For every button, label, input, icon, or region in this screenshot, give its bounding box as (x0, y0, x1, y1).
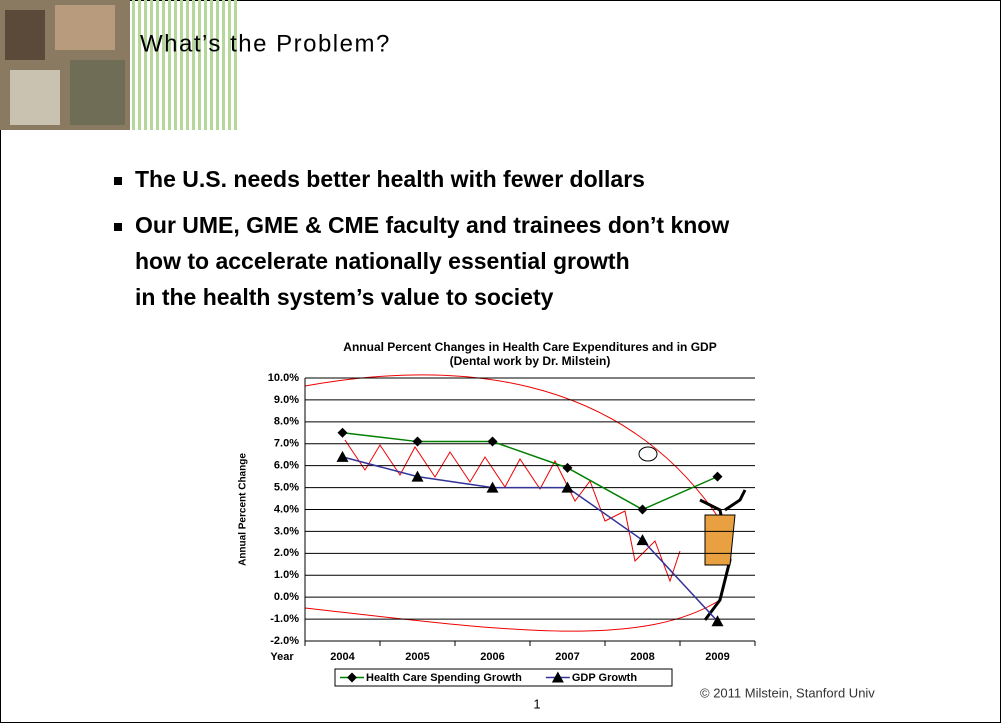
copyright: © 2011 Milstein, Stanford Univ (700, 685, 875, 700)
stripe (156, 0, 159, 130)
stripe (132, 0, 135, 130)
bullet-text: in the health system’s value to society (135, 284, 554, 310)
y-tick-label: 3.0% (274, 525, 299, 537)
bullet-marker (114, 223, 122, 231)
legend-label: Health Care Spending Growth (366, 672, 522, 684)
green-stripes (132, 0, 237, 130)
photo-collage (0, 0, 130, 130)
y-tick-label: 5.0% (274, 481, 299, 493)
x-tick-label: 2007 (555, 651, 579, 663)
chart-title: Annual Percent Changes in Health Care Ex… (343, 340, 716, 354)
y-tick-label: 2.0% (274, 547, 299, 559)
y-tick-label: 1.0% (274, 569, 299, 581)
series-line (342, 432, 718, 511)
marker (562, 462, 573, 473)
x-tick-label: 2005 (405, 651, 429, 663)
stripe (162, 0, 165, 130)
marker (336, 450, 349, 462)
stripe (144, 0, 147, 130)
stripe (222, 0, 225, 130)
stripe (150, 0, 153, 130)
y-tick-label: 9.0% (274, 394, 299, 406)
marker (561, 481, 574, 493)
bullet-text: Our UME, GME & CME faculty and trainees … (135, 212, 729, 238)
chart-subtitle: (Dental work by Dr. Milstein) (450, 354, 611, 368)
stripe (210, 0, 213, 130)
stripe (228, 0, 231, 130)
marker (411, 470, 424, 482)
stripe (138, 0, 141, 130)
x-tick-label: 2008 (630, 651, 654, 663)
marker (637, 504, 648, 515)
marker (412, 436, 423, 447)
y-tick-label: 8.0% (274, 416, 299, 428)
legend-label: GDP Growth (572, 672, 637, 684)
stripe (204, 0, 207, 130)
y-tick-label: -2.0% (270, 635, 299, 647)
bullet-text: how to accelerate nationally essential g… (135, 248, 630, 274)
stripe (174, 0, 177, 130)
y-tick-label: 7.0% (274, 438, 299, 450)
y-tick-label: 4.0% (274, 503, 299, 515)
y-tick-label: 0.0% (274, 591, 299, 603)
stripe (198, 0, 201, 130)
bullet-marker (114, 177, 122, 185)
marker (551, 671, 564, 683)
y-axis-label: Annual Percent Change (238, 453, 249, 566)
marker (712, 471, 723, 482)
marker (337, 427, 348, 438)
y-tick-label: -1.0% (270, 613, 299, 625)
marker (711, 615, 724, 627)
marker (487, 436, 498, 447)
slide-title: What’s the Problem? (140, 30, 391, 57)
x-tick-label: 2006 (480, 651, 504, 663)
chart: Annual Percent Changes in Health Care Ex… (238, 340, 756, 687)
y-tick-label: 10.0% (268, 372, 299, 384)
page-number: 1 (533, 696, 540, 711)
stripe (186, 0, 189, 130)
marker (636, 534, 649, 546)
bullets: The U.S. needs better health with fewer … (114, 166, 729, 310)
x-tick-label: 2004 (330, 651, 355, 663)
stripe (180, 0, 183, 130)
legend-box (334, 668, 673, 687)
series-line (342, 456, 719, 622)
stripe (216, 0, 219, 130)
stripe (234, 0, 237, 130)
bullet-text: The U.S. needs better health with fewer … (135, 166, 645, 192)
marker (347, 672, 357, 683)
marker (486, 481, 499, 493)
stripe (192, 0, 195, 130)
y-tick-label: 6.0% (274, 460, 299, 472)
stripe (168, 0, 171, 130)
x-tick-label: 2009 (705, 651, 729, 663)
x-axis-label: Year (270, 651, 294, 663)
